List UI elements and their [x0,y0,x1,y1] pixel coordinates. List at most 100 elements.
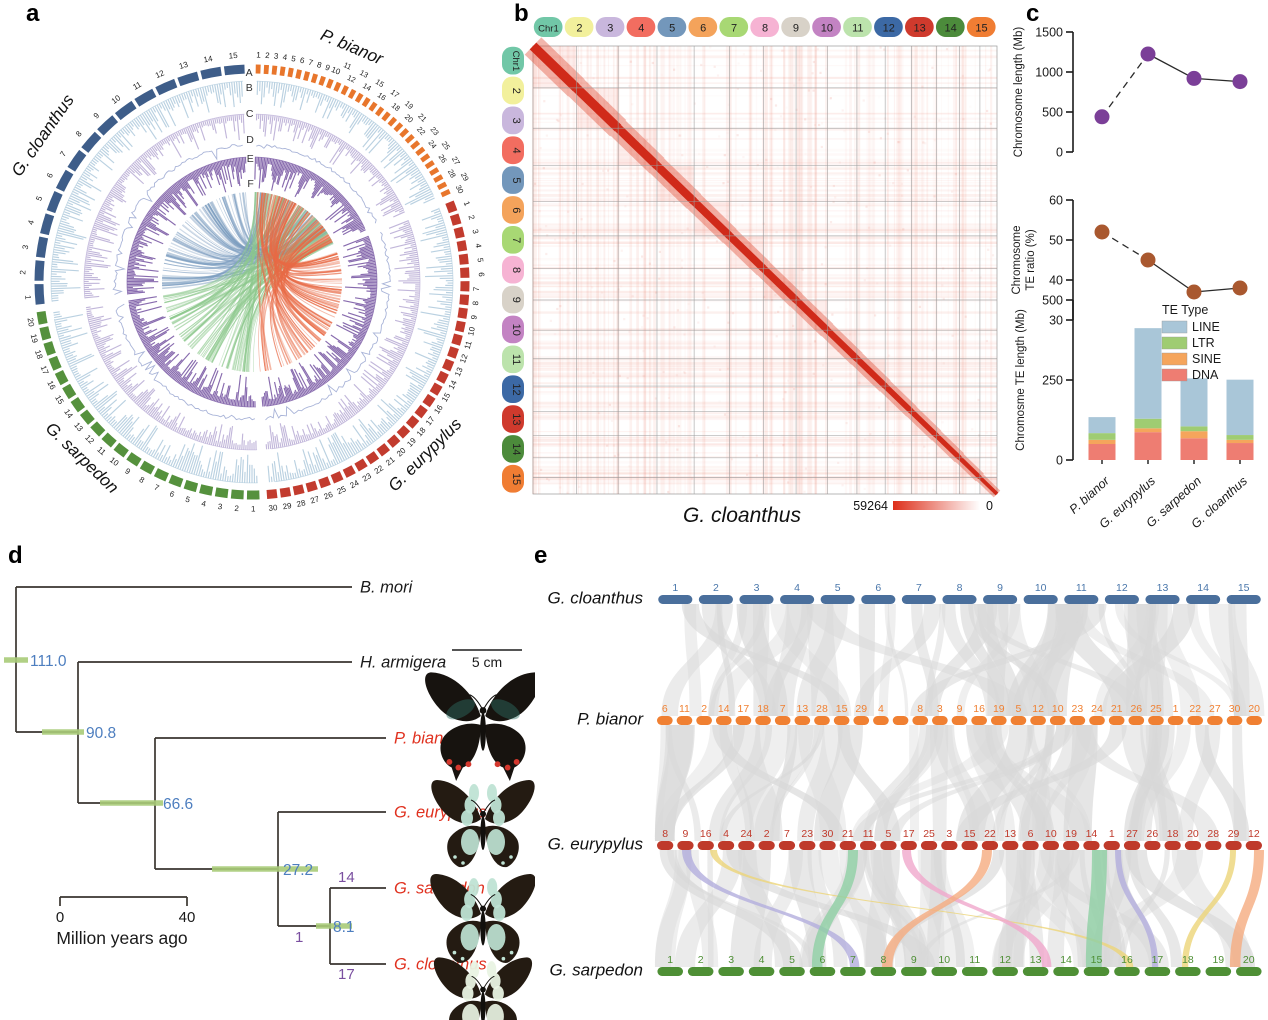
chromosome-arc [35,236,49,258]
chromosome-number: 28 [446,168,458,180]
chromosome-bar [1144,841,1161,850]
chromosome-pill-label: 4 [638,23,644,35]
chromosome-bar [840,967,866,976]
circos-histogram-tracks [50,80,454,484]
chromosome-bar [1164,841,1181,850]
chromosome-arc [396,425,411,439]
heat-scale-max: 59264 [853,499,888,513]
chromosome-arc [287,67,294,78]
node-age-label: 66.6 [163,796,193,813]
chromosome-pill-top [935,17,965,37]
chromosome-bar [1144,967,1171,976]
chromosome-bar-number: 5 [789,954,795,966]
chromosome-bar-number: 9 [957,703,963,715]
chromosome-arc [459,294,470,306]
chromosome-bar-number: 12 [999,954,1011,966]
chromosome-arc [454,320,466,333]
chromosome-arc [310,73,319,84]
butterfly-photo-g-sarpedon [430,874,535,963]
chromosome-bar [799,841,816,850]
chromosome-arc [451,333,463,346]
synteny-ribbon [985,725,1055,841]
synteny-ribbon [1019,850,1045,967]
stacked-bar-segment [1226,435,1254,440]
chromosome-arc [449,213,462,226]
stacked-bar-segment [1180,426,1208,432]
synteny-ribbon [812,850,858,967]
stacked-bar-segment [1226,379,1254,436]
chromosome-number: 1 [251,504,256,513]
chromosome-bar-number: 4 [878,703,884,715]
chromosome-arc [404,134,415,144]
chromosome-number: 5 [34,194,44,202]
chromosome-pill-label: 14 [944,23,956,35]
chromosome-number: 14 [62,407,75,420]
chromosome-arc [36,310,48,325]
chromosome-bar-number: 3 [754,582,760,594]
node-confidence-bar [212,866,318,872]
node-confidence-bar [100,800,163,806]
chromosome-bar [738,841,755,850]
synteny-ribbon [858,604,876,716]
chromosome-bar [696,716,712,725]
chromosome-bar [1175,967,1201,976]
photo-scale-label: 5 cm [472,654,502,670]
chromosome-bar [1022,841,1039,850]
stacked-bar-segment [1180,431,1208,439]
chromosome-arc [387,116,398,127]
chromosome-number: 21 [384,455,397,468]
circos-line-track [256,144,377,224]
chromosome-arc [126,452,142,467]
chromosome-bar [698,595,733,604]
chromosome-number: 7 [58,149,68,158]
chromosome-pill-label: 11 [852,23,863,35]
chromosome-bar [1225,841,1242,850]
synteny-ribbon [941,604,1002,716]
chromosome-bar [1235,967,1262,976]
chromosome-bar-number: 18 [1182,954,1194,966]
chromosome-bar-number: 7 [850,954,856,966]
chromosome-bar [1148,716,1164,725]
chromosome-pill-label: 5 [669,23,675,35]
chromosome-bar-number: 13 [1030,954,1042,966]
branch-number-label: 1 [295,929,303,946]
chromosome-bar [981,841,999,850]
synteny-ribbon [1228,604,1239,716]
chromosome-bar-number: 9 [997,582,1003,594]
synteny-species-label: G. sarpedon [549,961,643,980]
axis-tick-label: 0 [1056,146,1063,160]
butterfly-photo-g-eurypylus [431,780,535,868]
synteny-ribbon [797,725,843,841]
chromosome-number: 29 [459,171,471,183]
legend-entry-label: SINE [1192,352,1221,366]
chromosome-bar-number: 20 [1187,828,1199,840]
chromosome-number: 2 [265,51,271,60]
chromosome-bar [932,716,948,725]
chromosome-arc [79,409,95,425]
chromosome-number: 5 [291,54,298,64]
synteny-ribbon [1114,604,1243,716]
butterfly-photo-g-cloanthus [433,957,533,1020]
chromosome-bar-number: 13 [1004,828,1016,840]
chromosome-arc [347,88,357,100]
chromosome-arc [39,326,52,341]
track-label: A [246,67,253,79]
stacked-bar-segment [1180,438,1208,460]
data-point [1186,284,1202,300]
chromosome-arc [458,253,469,265]
chromosome-pill-label: 13 [510,413,522,425]
chromosome-bar [676,716,693,725]
chromosome-bar [657,841,674,850]
stacked-bar-segment [1088,439,1116,444]
y-axis-title: Chromosome [1011,225,1023,294]
chromosome-bar-number: 30 [1229,703,1241,715]
chromosome-arc [153,468,169,482]
chromosome-pill-label: 11 [510,354,522,365]
chromosome-arc [442,358,455,372]
chromosome-number: 6 [168,489,176,499]
synteny-ribbon [732,725,783,841]
panel-label-d: d [8,542,23,569]
chromosome-bar-number: 1 [1173,703,1179,715]
chromosome-pill-left [502,464,524,493]
